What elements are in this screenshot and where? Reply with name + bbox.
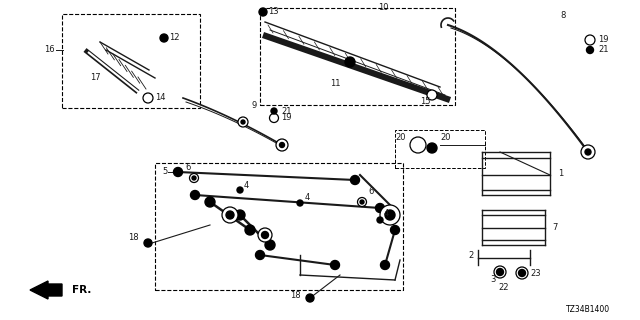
Text: 22: 22 (498, 284, 509, 292)
Text: 13: 13 (268, 7, 278, 17)
Circle shape (358, 197, 367, 206)
Text: 2: 2 (468, 251, 473, 260)
Circle shape (237, 187, 243, 193)
Text: 6: 6 (368, 188, 373, 196)
Circle shape (581, 145, 595, 159)
Text: 4: 4 (244, 180, 249, 189)
Text: 19: 19 (281, 114, 291, 123)
Text: 1: 1 (558, 169, 563, 178)
Text: 3: 3 (490, 276, 495, 284)
Text: 23: 23 (530, 268, 541, 277)
Text: 4: 4 (384, 209, 389, 218)
Circle shape (360, 200, 364, 204)
Circle shape (144, 239, 152, 247)
Circle shape (245, 225, 255, 235)
Circle shape (381, 260, 390, 269)
Text: 14: 14 (155, 93, 166, 102)
Circle shape (191, 190, 200, 199)
Circle shape (385, 210, 395, 220)
Text: 18: 18 (290, 291, 301, 300)
Text: 20: 20 (440, 133, 451, 142)
Circle shape (235, 210, 245, 220)
Circle shape (518, 269, 525, 276)
Circle shape (427, 143, 437, 153)
Circle shape (330, 260, 339, 269)
Circle shape (377, 217, 383, 223)
Text: 11: 11 (330, 78, 340, 87)
Text: 20: 20 (395, 133, 406, 142)
Circle shape (376, 204, 385, 212)
Circle shape (413, 140, 423, 150)
Text: 19: 19 (598, 36, 609, 44)
Text: 21: 21 (281, 107, 291, 116)
Circle shape (241, 120, 245, 124)
Circle shape (265, 240, 275, 250)
Bar (62, 14, 200, 108)
Text: 18: 18 (128, 234, 139, 243)
Circle shape (269, 114, 278, 123)
Text: 21: 21 (598, 45, 609, 54)
Text: TZ34B1400: TZ34B1400 (566, 305, 610, 314)
Circle shape (205, 197, 215, 207)
Circle shape (280, 142, 285, 148)
Circle shape (585, 35, 595, 45)
Circle shape (586, 46, 593, 53)
Circle shape (427, 90, 437, 100)
Circle shape (276, 139, 288, 151)
Text: 10: 10 (378, 4, 388, 12)
Circle shape (259, 8, 267, 16)
Circle shape (390, 226, 399, 235)
Circle shape (297, 200, 303, 206)
Circle shape (143, 93, 153, 103)
Circle shape (189, 173, 198, 182)
Circle shape (351, 175, 360, 185)
Text: 4: 4 (305, 193, 310, 202)
Circle shape (226, 211, 234, 219)
Circle shape (380, 205, 400, 225)
Circle shape (160, 34, 168, 42)
Circle shape (255, 251, 264, 260)
FancyArrow shape (30, 281, 62, 299)
Text: 8: 8 (560, 11, 565, 20)
Circle shape (238, 117, 248, 127)
Circle shape (585, 149, 591, 155)
Bar (395, 130, 485, 168)
Circle shape (192, 176, 196, 180)
Text: 6: 6 (185, 164, 190, 172)
Bar (155, 163, 403, 290)
Text: 12: 12 (169, 34, 179, 43)
Circle shape (262, 231, 269, 238)
Text: 15: 15 (420, 98, 431, 107)
Circle shape (410, 137, 426, 153)
Circle shape (222, 207, 238, 223)
Text: 17: 17 (90, 74, 100, 83)
Circle shape (494, 266, 506, 278)
Circle shape (345, 57, 355, 67)
Circle shape (271, 108, 277, 114)
Text: FR.: FR. (72, 285, 92, 295)
Text: 5: 5 (162, 167, 167, 177)
Text: 7: 7 (552, 223, 557, 233)
Circle shape (258, 228, 272, 242)
Circle shape (497, 268, 504, 276)
Bar (260, 8, 455, 105)
Circle shape (516, 267, 528, 279)
Text: 9: 9 (252, 100, 257, 109)
Text: 16: 16 (44, 45, 54, 54)
Circle shape (173, 167, 182, 177)
Circle shape (306, 294, 314, 302)
